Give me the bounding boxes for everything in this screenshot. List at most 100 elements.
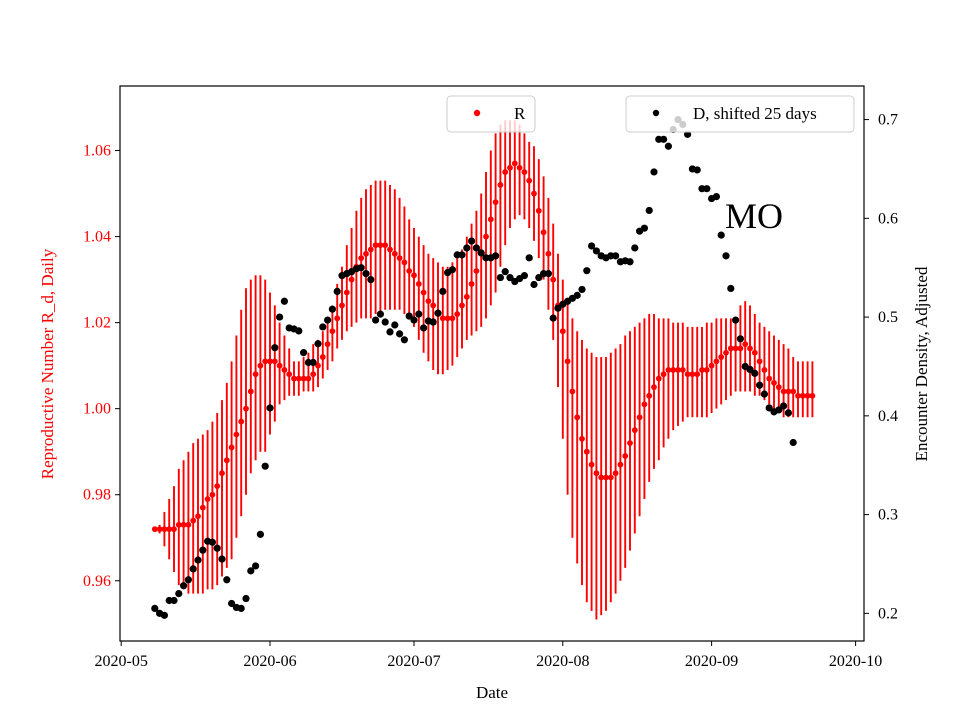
r-point xyxy=(439,315,446,322)
r-point xyxy=(382,242,389,249)
r-point xyxy=(161,526,168,533)
r-point xyxy=(521,169,528,175)
r-point xyxy=(199,504,206,511)
d-point xyxy=(588,242,596,250)
r-point xyxy=(343,289,350,296)
x-tick-label: 2020-10 xyxy=(829,653,882,670)
r-point xyxy=(180,521,187,528)
d-point xyxy=(208,538,216,546)
r-point xyxy=(588,461,595,468)
r-point xyxy=(401,259,408,266)
d-point xyxy=(784,409,793,417)
d-point xyxy=(492,252,500,260)
d-point xyxy=(535,273,543,282)
r-point xyxy=(247,388,254,395)
r-point xyxy=(291,375,297,382)
r-point xyxy=(267,358,273,365)
r-point xyxy=(545,250,552,257)
right-axis-label: Encounter Density, Adjusted xyxy=(912,266,931,461)
r-point xyxy=(454,311,461,317)
r-point xyxy=(223,457,230,464)
d-point xyxy=(592,247,601,255)
d-point xyxy=(300,349,308,357)
d-point xyxy=(223,576,231,584)
r-point xyxy=(651,384,657,391)
d-point xyxy=(501,268,509,276)
r-point xyxy=(185,521,192,528)
d-point xyxy=(477,249,485,257)
r-point xyxy=(214,483,221,490)
d-point xyxy=(626,258,634,266)
right-tick-label: 0.3 xyxy=(878,507,898,524)
legend-d-frame xyxy=(625,95,855,133)
r-point xyxy=(497,182,504,188)
d-point xyxy=(703,185,711,193)
legend-r: R xyxy=(446,95,536,133)
r-point xyxy=(598,474,605,481)
d-point xyxy=(429,318,437,326)
d-point xyxy=(319,323,327,331)
r-series xyxy=(151,120,816,620)
d-point xyxy=(693,166,701,174)
r-point xyxy=(425,298,432,305)
d-point xyxy=(271,344,279,352)
r-point xyxy=(175,521,182,528)
r-point xyxy=(151,526,158,533)
d-point xyxy=(180,582,188,590)
r-point xyxy=(372,242,379,249)
r-point xyxy=(550,276,557,283)
r-point xyxy=(195,513,201,520)
legend-r-frame xyxy=(446,95,536,133)
d-point xyxy=(372,316,380,324)
d-point xyxy=(496,273,504,282)
r-point xyxy=(387,246,393,253)
d-point xyxy=(712,193,721,201)
r-point xyxy=(723,349,729,356)
r-point xyxy=(579,435,585,442)
r-point xyxy=(756,358,763,365)
r-point xyxy=(694,371,701,378)
r-point xyxy=(795,392,801,399)
d-point xyxy=(746,365,754,374)
d-point xyxy=(612,252,620,260)
r-point xyxy=(156,526,163,533)
d-point xyxy=(199,546,207,554)
r-point xyxy=(766,375,773,382)
d-point xyxy=(468,237,476,245)
r-point xyxy=(219,470,225,477)
r-point xyxy=(809,392,816,399)
r-point xyxy=(300,375,307,382)
d-point xyxy=(410,316,418,324)
r-point xyxy=(391,250,398,257)
r-point xyxy=(593,470,600,477)
x-tick-label: 2020-07 xyxy=(387,653,440,670)
d-point xyxy=(573,291,581,299)
d-point xyxy=(309,358,317,367)
d-point xyxy=(448,266,456,274)
r-point xyxy=(411,272,417,279)
x-tick-label: 2020-05 xyxy=(95,653,148,670)
d-point xyxy=(717,231,725,239)
d-point xyxy=(420,324,428,332)
left-tick-label: 0.98 xyxy=(83,487,111,504)
d-point xyxy=(530,280,538,289)
d-point xyxy=(213,544,221,552)
r-point xyxy=(209,491,216,498)
d-point xyxy=(472,244,480,252)
d-point xyxy=(333,287,341,296)
r-point xyxy=(190,517,197,524)
r-point xyxy=(363,250,369,257)
r-point xyxy=(660,371,667,378)
r-point xyxy=(415,281,422,287)
right-tick-label: 0.4 xyxy=(878,408,898,425)
r-point xyxy=(420,289,427,296)
r-point xyxy=(271,358,278,365)
d-point xyxy=(789,438,797,447)
x-tick-label: 2020-09 xyxy=(685,653,738,670)
d-point xyxy=(396,330,404,338)
r-point xyxy=(262,358,269,365)
r-point xyxy=(771,379,777,386)
r-point xyxy=(257,362,264,369)
d-point xyxy=(520,272,529,280)
